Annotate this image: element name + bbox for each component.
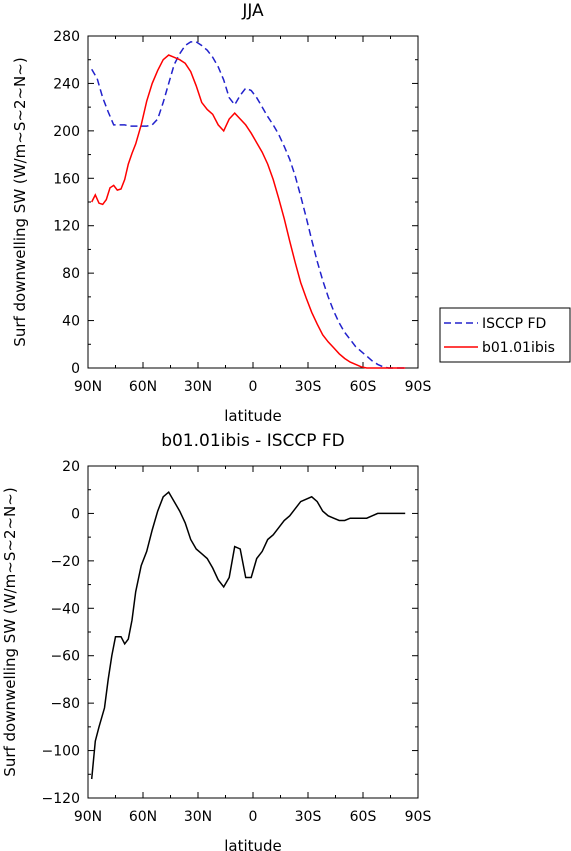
- x-tick-label: 90S: [405, 809, 432, 825]
- x-tick-label: 30N: [184, 809, 212, 825]
- y-tick-label: −100: [42, 744, 80, 760]
- bottom-panel: b01.01ibis - ISCCP FD 90N 60N 30N 0 30S 60S 90…: [1, 431, 431, 851]
- series-line-1: [91, 41, 406, 369]
- x-tick-label: 60S: [350, 809, 377, 825]
- y-tick-label: 20: [62, 459, 80, 475]
- y-tick-label: 240: [53, 76, 80, 92]
- legend-label-ibis: b01.01ibis: [482, 340, 555, 356]
- legend: ISCCP FD b01.01ibis: [439, 307, 571, 363]
- series-line-2: [91, 54, 406, 369]
- y-tick-label: 280: [53, 29, 80, 45]
- y-tick-label: 0: [71, 361, 80, 377]
- top-x-axis-label: latitude: [224, 407, 282, 425]
- top-panel-frame: [87, 35, 419, 369]
- x-tick-label: 0: [249, 809, 258, 825]
- x-tick-label: 30S: [295, 379, 322, 395]
- top-panel: JJA 90N 60N 30N 0 30S 60S 90S 0 40 80 120 160 200 240…: [11, 1, 431, 425]
- x-tick-label: 90N: [74, 379, 102, 395]
- y-tick-label: −20: [50, 554, 80, 570]
- series-line-1: [90, 490, 406, 780]
- top-panel-title: JJA: [241, 1, 264, 21]
- y-tick-label: −60: [50, 649, 80, 665]
- x-tick-label: 0: [249, 379, 258, 395]
- x-tick-label: 60S: [350, 379, 377, 395]
- y-tick-label: −120: [42, 791, 80, 807]
- y-tick-label: 160: [53, 171, 80, 187]
- bottom-y-axis-label: Surf downwelling SW (W/m~S~2~N~): [1, 487, 19, 776]
- y-tick-label: 40: [62, 314, 80, 330]
- legend-label-isccp: ISCCP FD: [482, 316, 546, 332]
- y-tick-label: 200: [53, 124, 80, 140]
- bottom-panel-title: b01.01ibis - ISCCP FD: [161, 431, 345, 451]
- y-tick-label: 120: [53, 219, 80, 235]
- bottom-x-axis-label: latitude: [224, 837, 282, 851]
- x-tick-label: 60N: [129, 379, 157, 395]
- top-y-axis-label: Surf downwelling SW (W/m~S~2~N~): [11, 57, 29, 346]
- x-tick-label: 60N: [129, 809, 157, 825]
- y-tick-label: −40: [50, 601, 80, 617]
- bottom-panel-frame: [87, 465, 419, 799]
- x-tick-label: 30N: [184, 379, 212, 395]
- x-tick-label: 90N: [74, 809, 102, 825]
- y-tick-label: −80: [50, 696, 80, 712]
- x-tick-label: 90S: [405, 379, 432, 395]
- y-tick-label: 0: [71, 506, 80, 522]
- bottom-panel-ticks: 90N 60N 30N 0 30S 60S 90S 20 0 −20 −40 −60 −80 −100 −1…: [42, 459, 432, 825]
- top-panel-ticks: 90N 60N 30N 0 30S 60S 90S 0 40 80 120 160 200 240 280: [53, 29, 431, 395]
- x-tick-label: 30S: [295, 809, 322, 825]
- legend-box: [439, 307, 571, 363]
- bottom-panel-lines: [90, 490, 406, 780]
- top-panel-lines: [91, 41, 406, 369]
- y-tick-label: 80: [62, 266, 80, 282]
